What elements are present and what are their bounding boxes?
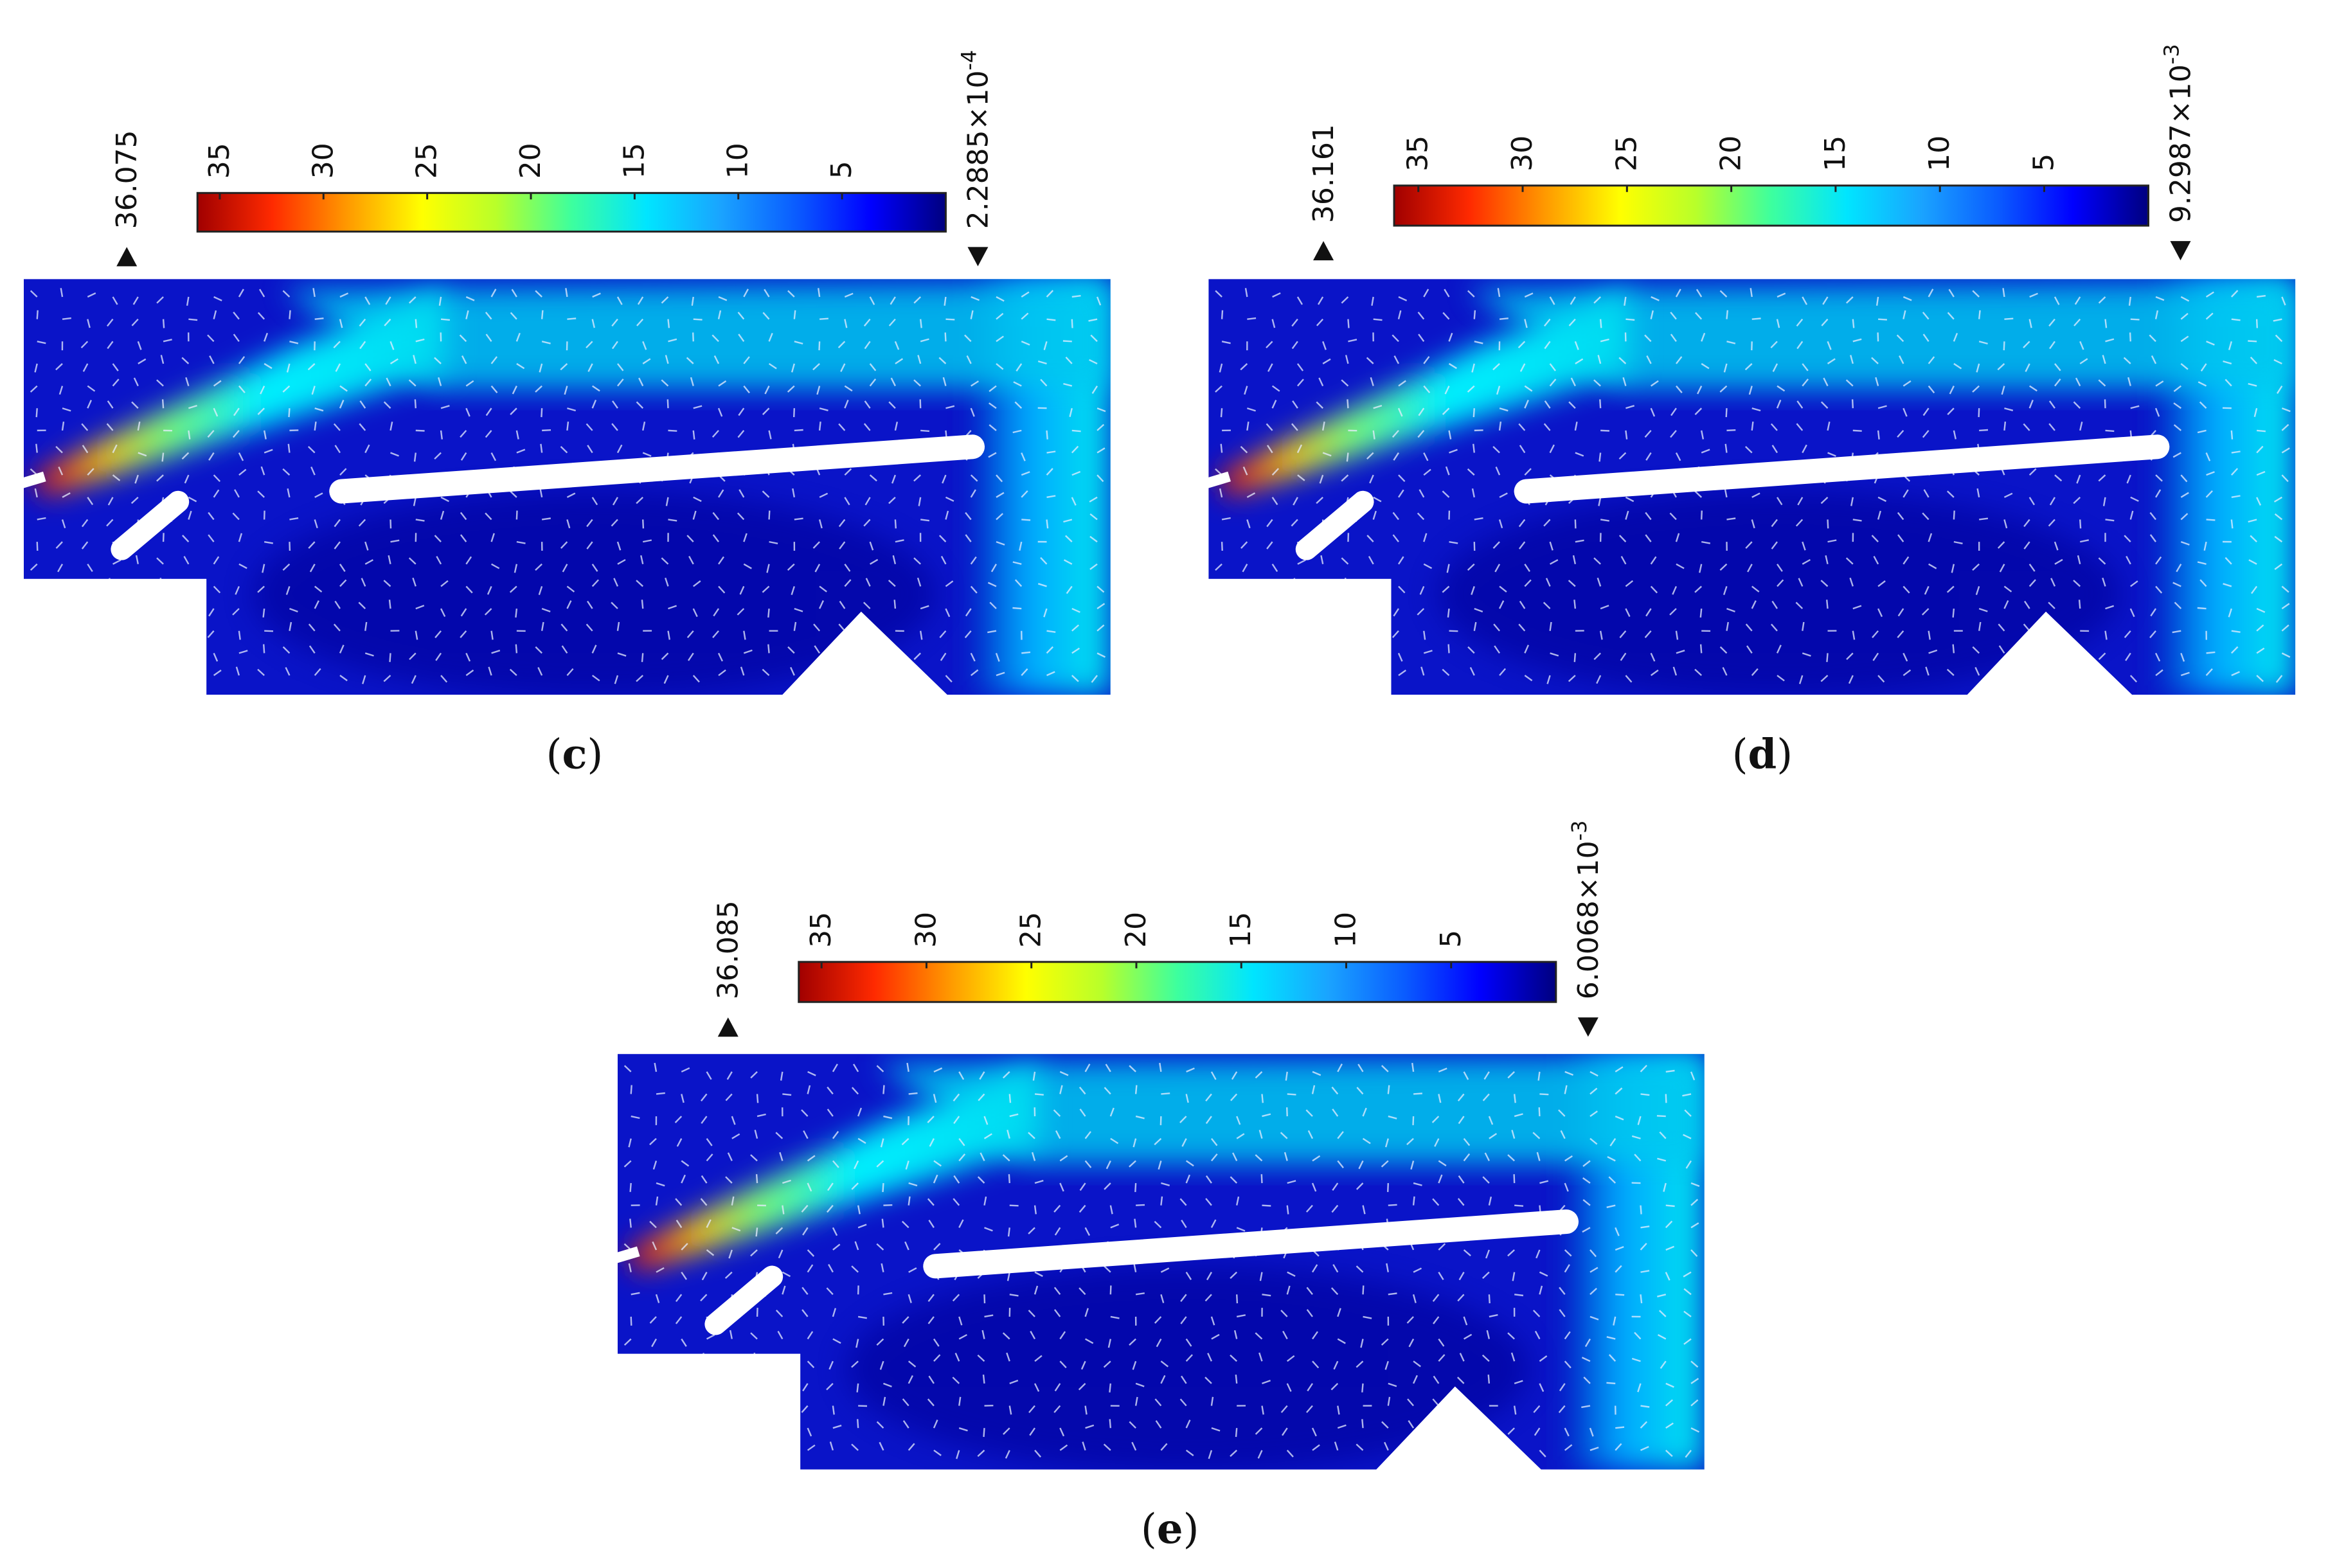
colorbar-tick-label: 25	[1015, 912, 1048, 948]
inlet-nozzle	[1183, 471, 1231, 495]
long-baffle	[329, 434, 985, 504]
long-baffle	[1514, 434, 2170, 504]
max-marker-icon	[717, 1017, 739, 1037]
colorbar-gradient	[196, 192, 947, 233]
inlet-nozzle	[0, 471, 46, 495]
upper-stream	[875, 1056, 1705, 1164]
max-value-label: 36.085	[712, 900, 745, 999]
recirculation-zone	[1437, 490, 2120, 695]
inlet-jet	[30, 289, 445, 496]
min-marker-icon	[967, 247, 989, 267]
velocity-field-e	[617, 1054, 1705, 1470]
colorbar-tick-label: 20	[1715, 136, 1748, 172]
panel-d: 35 30 25 20 15 10 5 36.161 9.2987×10-3 (d)	[1183, 44, 2296, 778]
colorbar-gradient	[798, 961, 1557, 1003]
short-baffle	[1295, 490, 1374, 560]
colorbar-d: 35 30 25 20 15 10 5 36.161 9.2987×10-3	[1307, 44, 2197, 261]
colorbar-gradient	[1393, 184, 2149, 227]
colorbar-tick-label: 35	[1402, 136, 1435, 172]
colorbar-tick-label: 20	[514, 143, 547, 179]
colorbar-tick-label: 10	[1329, 912, 1362, 948]
inlet-jet	[1214, 289, 1631, 496]
short-baffle	[704, 1265, 783, 1335]
colorbar-tick-label: 5	[825, 161, 858, 179]
velocity-field-c	[24, 279, 1111, 695]
colorbar-tick-label: 15	[1224, 912, 1257, 948]
inlet-jet	[623, 1064, 1039, 1271]
min-marker-icon	[2170, 241, 2191, 261]
colorbar-tick-label: 5	[1435, 930, 1467, 948]
colorbar-tick-label: 30	[307, 143, 339, 179]
colorbar-tick-label: 25	[1610, 136, 1643, 172]
colorbar-tick-label: 30	[1506, 136, 1539, 172]
long-baffle	[923, 1209, 1579, 1279]
recirculation-zone	[846, 1265, 1530, 1470]
colorbar-tick-label: 30	[909, 912, 942, 948]
min-marker-icon	[1577, 1017, 1598, 1037]
min-value-label: 2.2885×10-4	[956, 50, 994, 229]
panel-c: 35 30 25 20 15 10 5 36.075 2.2885×10-4 (c)	[0, 50, 1111, 778]
panel-caption: (c)	[546, 730, 603, 778]
max-value-label: 36.161	[1307, 124, 1340, 223]
velocity-field-d	[1208, 279, 2296, 695]
colorbar-e: 35 30 25 20 15 10 5 36.085 6.0068×10-3	[712, 820, 1605, 1037]
colorbar-tick-label: 15	[1819, 136, 1852, 172]
velocity-arrows	[623, 1062, 1700, 1459]
colorbar-tick-label: 25	[411, 143, 443, 179]
panel-caption: (d)	[1732, 730, 1793, 778]
max-marker-icon	[1313, 241, 1334, 261]
min-value-label: 6.0068×10-3	[1567, 820, 1605, 999]
panel-e: 35 30 25 20 15 10 5 36.085 6.0068×10-3 (e)	[592, 820, 1705, 1553]
colorbar-tick-label: 5	[2028, 154, 2061, 172]
colorbar-c: 35 30 25 20 15 10 5 36.075 2.2885×10-4	[111, 50, 994, 267]
max-marker-icon	[116, 247, 138, 267]
panel-caption: (e)	[1141, 1505, 1199, 1553]
colorbar-tick-label: 20	[1120, 912, 1152, 948]
colorbar-tick-label: 10	[1923, 136, 1956, 172]
min-value-label: 9.2987×10-3	[2159, 44, 2197, 223]
upper-stream	[282, 281, 1111, 389]
max-value-label: 36.075	[111, 130, 143, 229]
short-baffle	[111, 490, 190, 560]
colorbar-tick-label: 35	[203, 143, 236, 179]
inlet-nozzle	[592, 1246, 640, 1270]
recirculation-zone	[252, 490, 936, 695]
colorbar-tick-label: 35	[805, 912, 837, 948]
colorbar-tick-label: 10	[722, 143, 755, 179]
colorbar-tick-label: 15	[618, 143, 650, 179]
upper-stream	[1467, 281, 2296, 389]
